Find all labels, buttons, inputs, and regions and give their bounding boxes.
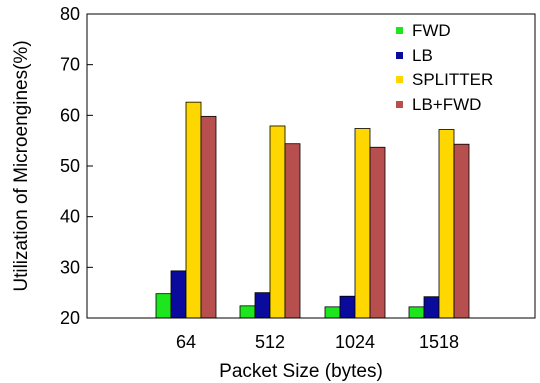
plot-area-frame <box>86 13 536 319</box>
x-axis-label: Packet Size (bytes) <box>219 361 383 382</box>
bar-lb-64 <box>170 270 187 319</box>
y-axis-label: Utilization of Microengines(%) <box>11 40 32 291</box>
bar-splitter-1024 <box>354 128 371 319</box>
bar-lb-fwd-1518 <box>453 143 470 319</box>
x-tick-label: 512 <box>255 332 285 352</box>
legend-swatch <box>396 27 403 34</box>
bar-lb-fwd-1024 <box>369 146 386 319</box>
legend-label: FWD <box>412 21 451 40</box>
bar-lb-1024 <box>339 295 356 319</box>
bar-fwd-512 <box>239 305 256 319</box>
legend-label: LB <box>412 46 433 65</box>
bar-fwd-1024 <box>324 306 341 319</box>
x-tick-label: 1518 <box>419 332 459 352</box>
y-tick-label: 30 <box>60 257 80 277</box>
legend: FWD LB SPLITTER LB+FWD <box>396 21 493 114</box>
x-axis-ticks: 64 512 1024 1518 <box>176 332 459 352</box>
y-tick-label: 70 <box>60 55 80 75</box>
x-tick-label: 64 <box>176 332 196 352</box>
bar-fwd-1518 <box>408 306 425 319</box>
bar-lb-fwd-512 <box>284 143 301 319</box>
y-tick-label: 60 <box>60 105 80 125</box>
bars <box>155 101 470 319</box>
legend-label: LB+FWD <box>412 95 481 114</box>
legend-swatch <box>396 52 403 59</box>
y-tick-label: 80 <box>60 4 80 24</box>
y-axis-ticks: 20 30 40 50 60 70 80 <box>60 4 93 328</box>
legend-swatch <box>396 101 403 108</box>
y-tick-label: 50 <box>60 156 80 176</box>
bar-lb-512 <box>254 292 271 319</box>
y-tick-label: 40 <box>60 207 80 227</box>
legend-swatch <box>396 76 403 83</box>
bar-splitter-64 <box>185 101 202 319</box>
bar-splitter-1518 <box>438 129 455 319</box>
x-tick-label: 1024 <box>335 332 375 352</box>
bar-lb-1518 <box>423 296 440 319</box>
bar-fwd-64 <box>155 293 172 319</box>
y-tick-label: 20 <box>60 308 80 328</box>
bar-splitter-512 <box>269 125 286 319</box>
bar-lb-fwd-64 <box>200 115 217 319</box>
legend-label: SPLITTER <box>412 70 493 89</box>
